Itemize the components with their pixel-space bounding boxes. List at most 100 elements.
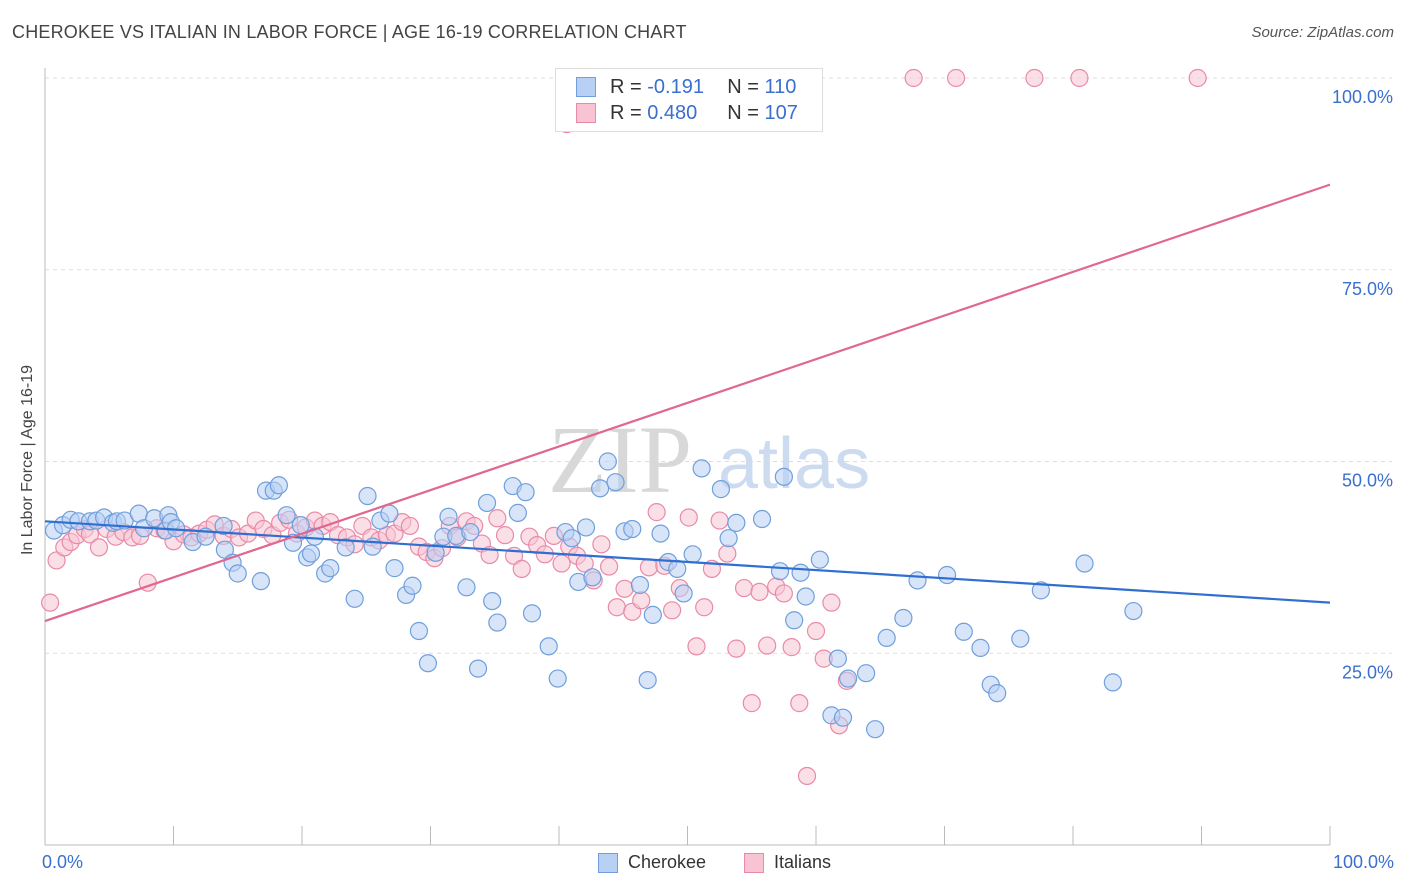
data-point — [548, 669, 567, 688]
cherokee-swatch — [576, 77, 596, 97]
data-point — [41, 593, 60, 612]
data-point — [1070, 68, 1089, 88]
data-point — [774, 467, 793, 486]
italians-legend-label: Italians — [774, 852, 832, 872]
data-point — [679, 508, 698, 527]
data-point — [1103, 673, 1122, 692]
bottom-legend: Cherokee Italians — [0, 852, 1406, 876]
data-point — [839, 669, 858, 688]
y-tick-label: 100.0% — [1332, 87, 1393, 107]
data-point — [1025, 68, 1044, 88]
trend-line — [44, 520, 1331, 604]
data-point — [752, 509, 772, 529]
data-point — [336, 538, 355, 557]
data-point — [954, 622, 973, 641]
data-point — [468, 659, 488, 678]
data-point — [674, 584, 693, 603]
x-tick-right: 100.0% — [1332, 852, 1394, 872]
data-point — [758, 636, 777, 655]
y-tick-label: 25.0% — [1342, 662, 1393, 682]
data-point — [345, 589, 364, 608]
data-point — [305, 527, 324, 546]
data-point — [1075, 554, 1094, 573]
data-point — [971, 638, 990, 657]
data-point — [668, 559, 687, 578]
data-point — [785, 611, 804, 630]
data-point — [782, 638, 801, 657]
data-point — [937, 565, 957, 585]
data-point — [461, 522, 480, 542]
x-tick-left: 0.0% — [42, 852, 84, 872]
watermark-atlas: atlas — [718, 424, 870, 504]
y-tick-labels: 25.0% 50.0% 75.0% 100.0% — [1332, 87, 1393, 682]
italians-swatch — [576, 103, 596, 123]
data-point — [592, 535, 611, 554]
data-point — [1031, 581, 1050, 600]
data-point — [607, 598, 626, 617]
data-point — [718, 544, 737, 563]
data-point — [269, 476, 288, 495]
data-point — [639, 558, 659, 577]
legend-item-italians[interactable]: Italians — [744, 852, 831, 873]
data-point — [796, 587, 815, 606]
data-point — [647, 503, 666, 522]
data-point — [687, 637, 706, 656]
data-point — [418, 654, 438, 673]
data-point — [727, 639, 746, 658]
data-point — [877, 628, 896, 648]
data-point — [711, 480, 731, 499]
data-point — [904, 68, 923, 88]
data-point — [1188, 68, 1207, 88]
data-point — [742, 694, 761, 713]
data-point — [409, 621, 429, 641]
data-point — [539, 637, 558, 656]
data-point — [606, 473, 625, 492]
data-point — [683, 545, 702, 564]
data-point — [562, 529, 581, 548]
data-point — [522, 604, 542, 623]
italians-n-value: 107 — [764, 101, 798, 124]
data-point — [946, 68, 966, 88]
data-point — [488, 613, 507, 632]
trend-lines — [44, 183, 1331, 623]
data-point — [750, 582, 769, 601]
cherokee-legend-swatch — [598, 852, 618, 873]
n-label: N = — [727, 75, 759, 98]
data-point — [1011, 629, 1030, 648]
y-tick-label: 75.0% — [1342, 279, 1393, 299]
data-point — [457, 578, 476, 597]
data-point — [1124, 601, 1143, 621]
data-point — [508, 503, 527, 522]
data-point — [662, 601, 682, 620]
chart-source: Source: ZipAtlas.com — [1251, 24, 1394, 41]
data-point — [727, 513, 746, 532]
data-point — [380, 504, 399, 523]
data-point — [719, 529, 738, 548]
data-point — [866, 720, 885, 739]
y-tick-label: 50.0% — [1342, 471, 1393, 491]
data-point — [710, 511, 729, 530]
data-point — [552, 554, 571, 573]
r-label: R = — [610, 101, 642, 124]
data-point — [857, 664, 876, 683]
r-label: R = — [610, 75, 642, 98]
data-point — [400, 516, 420, 536]
data-point — [277, 506, 296, 525]
data-point — [810, 550, 829, 569]
data-point — [477, 493, 497, 513]
data-point — [774, 584, 793, 603]
data-point — [89, 538, 109, 557]
legend-item-cherokee[interactable]: Cherokee — [598, 852, 706, 873]
cherokee-legend-label: Cherokee — [628, 852, 707, 872]
data-point — [894, 608, 913, 628]
legend-box: R = -0.191 N = 110 R = 0.480 N = 107 — [555, 68, 823, 132]
grid-lines — [45, 77, 1392, 654]
watermark-zip: ZIP — [548, 406, 692, 513]
data-point — [426, 543, 445, 562]
data-point — [214, 516, 233, 536]
trend-line — [44, 183, 1331, 623]
data-point — [591, 479, 610, 498]
data-point — [695, 598, 714, 617]
data-point — [301, 544, 321, 563]
italians-r-value: 0.480 — [647, 101, 698, 124]
